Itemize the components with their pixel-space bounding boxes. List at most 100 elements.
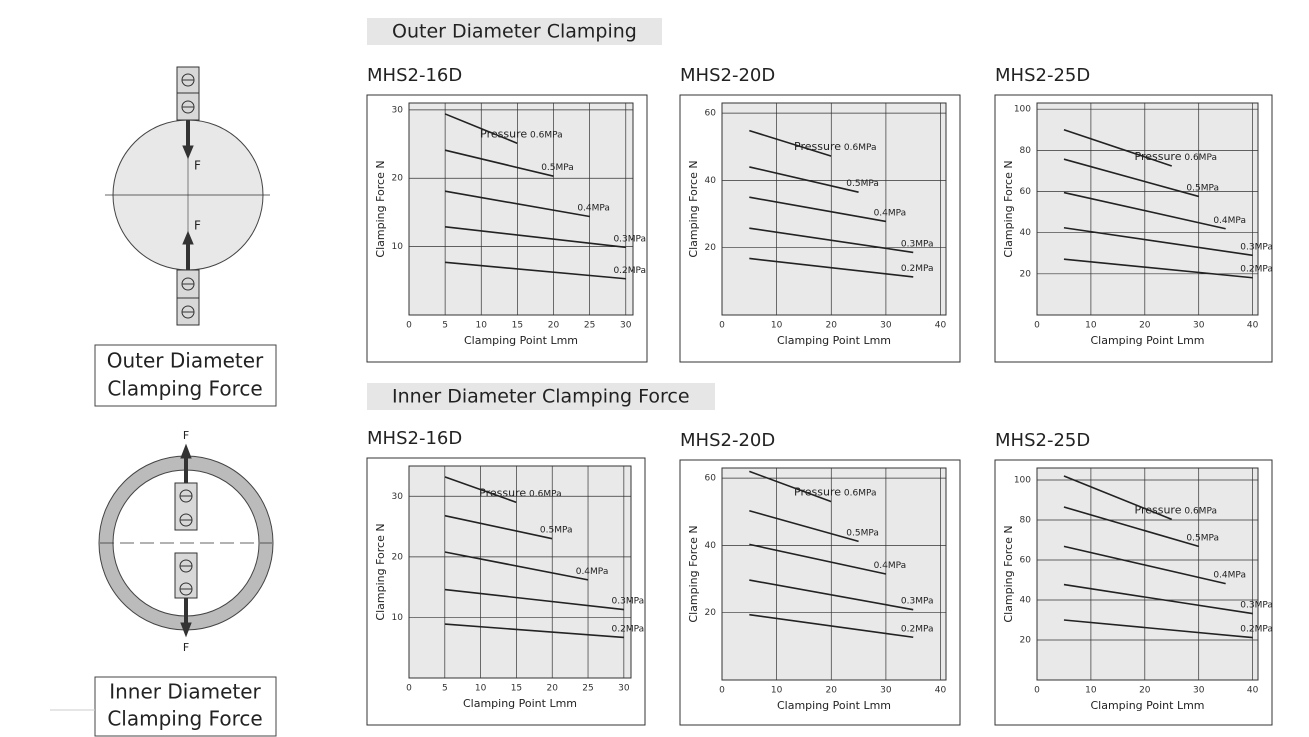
outer-diagram (105, 66, 270, 326)
series-label: 0.4MPa (1213, 570, 1246, 580)
chart-title: MHS2-25D (995, 65, 1090, 86)
series-line (749, 509, 859, 543)
series-name: 0.6MPa (529, 489, 562, 499)
series-label: 0.4MPa (1213, 215, 1246, 225)
series-label: 0.3MPa (901, 596, 934, 606)
y-axis-title: Clamping Force N (687, 525, 700, 622)
chart-title: MHS2-20D (680, 65, 775, 86)
series-line (1063, 506, 1199, 548)
series-label: 0.2MPa (613, 265, 646, 275)
y-tick-label: 20 (1020, 636, 1032, 646)
series-label: Pressure 0.6MPa (480, 127, 562, 140)
series-name: 0.2MPa (613, 265, 646, 275)
x-tick-label: 20 (1139, 321, 1151, 331)
series-name: 0.5MPa (541, 163, 574, 173)
plot-area (721, 467, 947, 681)
y-tick-label: 10 (392, 242, 404, 252)
series-name: 0.4MPa (1213, 215, 1246, 225)
x-tick-label: 0 (406, 321, 412, 331)
series-label: Pressure 0.6MPa (794, 140, 876, 153)
x-tick-label: 0 (719, 686, 725, 696)
plot-area (408, 102, 634, 316)
series-label: 0.5MPa (1186, 533, 1219, 543)
series-line (444, 149, 554, 177)
series-line (445, 225, 626, 249)
y-axis-title: Clamping Force N (687, 160, 700, 257)
y-tick-label: 60 (705, 474, 717, 484)
diagram-label: Inner Diameter (109, 680, 261, 704)
series-name: 0.2MPa (1240, 624, 1273, 634)
y-tick-label: 80 (1020, 146, 1032, 156)
y-tick-label: 40 (705, 176, 717, 186)
force-label: F (194, 219, 201, 233)
series-name: 0.5MPa (846, 528, 879, 538)
series-name: 0.4MPa (874, 561, 907, 571)
series-line (444, 588, 624, 611)
series-name: 0.2MPa (612, 624, 645, 634)
y-tick-label: 80 (1020, 516, 1032, 526)
x-axis-title: Clamping Point Lmm (463, 697, 577, 710)
heading-bg (367, 18, 662, 45)
series-line (1063, 128, 1173, 167)
series-name: 0.6MPa (1184, 152, 1217, 162)
series-line (444, 551, 589, 581)
section-heading: Inner Diameter Clamping Force (392, 386, 690, 408)
series-line (444, 190, 590, 218)
series-label: Pressure 0.6MPa (794, 486, 876, 499)
series-line (1063, 258, 1253, 279)
series-line (749, 257, 914, 278)
series-name: 0.6MPa (844, 488, 877, 498)
y-axis-title: Clamping Force N (374, 160, 387, 257)
series-label: 0.4MPa (874, 561, 907, 571)
series-name: 0.5MPa (1186, 183, 1219, 193)
series-label: 0.4MPa (577, 203, 610, 213)
series-label: 0.5MPa (846, 179, 879, 189)
y-tick-label: 40 (1020, 596, 1032, 606)
series-name: 0.4MPa (577, 203, 610, 213)
series-name: 0.2MPa (901, 263, 934, 273)
series-line (1063, 545, 1226, 585)
series-line (1063, 475, 1173, 521)
series-name: 0.2MPa (901, 624, 934, 634)
series-label: 0.2MPa (901, 263, 934, 273)
y-tick-label: 30 (392, 492, 404, 502)
series-line (445, 261, 626, 280)
series-line (1063, 191, 1226, 230)
x-tick-label: 20 (548, 321, 560, 331)
series-name: 0.5MPa (1186, 533, 1219, 543)
y-tick-label: 100 (1014, 105, 1031, 115)
series-label: 0.4MPa (874, 208, 907, 218)
series-line (749, 579, 914, 611)
pressure-label: Pressure (1135, 503, 1182, 516)
y-tick-label: 20 (392, 174, 404, 184)
chart-title: MHS2-16D (367, 65, 462, 86)
y-tick-label: 60 (705, 109, 717, 119)
series-line (749, 613, 914, 639)
plot-area (1036, 102, 1259, 316)
series-name: 0.2MPa (1240, 264, 1273, 274)
chart-title: MHS2-25D (995, 430, 1090, 451)
series-line (444, 476, 517, 504)
x-tick-label: 10 (771, 686, 783, 696)
series-line (749, 470, 832, 503)
series-name: 0.3MPa (901, 239, 934, 249)
plot-area (1036, 467, 1259, 681)
diagram-label: Outer Diameter (107, 349, 264, 373)
series-name: 0.3MPa (901, 596, 934, 606)
y-tick-label: 20 (705, 243, 717, 253)
series-label: 0.2MPa (612, 624, 645, 634)
series-label: 0.3MPa (901, 239, 934, 249)
x-tick-label: 20 (826, 686, 838, 696)
series-name: 0.4MPa (1213, 570, 1246, 580)
series-label: 0.5MPa (1186, 183, 1219, 193)
x-axis-title: Clamping Point Lmm (777, 699, 891, 712)
y-tick-label: 60 (1020, 556, 1032, 566)
y-axis-title: Clamping Force N (1002, 525, 1015, 622)
y-tick-label: 20 (705, 608, 717, 618)
series-label: Pressure 0.6MPa (1135, 150, 1217, 163)
x-tick-label: 40 (1247, 321, 1259, 331)
series-name: 0.6MPa (530, 130, 563, 140)
y-tick-label: 100 (1014, 476, 1031, 486)
series-line (749, 227, 914, 254)
